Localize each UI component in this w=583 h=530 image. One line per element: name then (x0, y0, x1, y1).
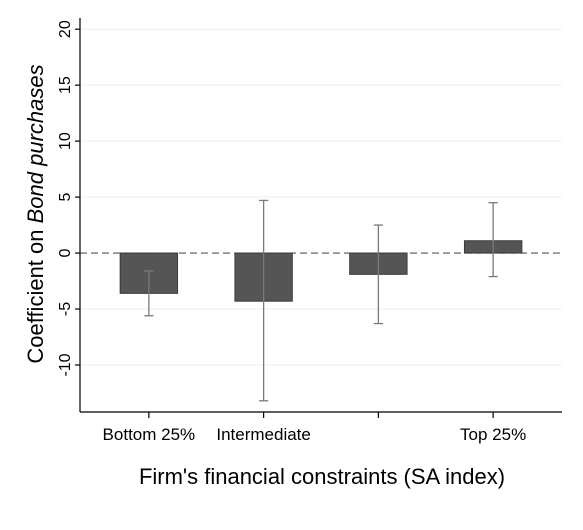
x-axis-title: Firm's financial constraints (SA index) (139, 464, 505, 489)
x-tick-label: Intermediate (216, 425, 311, 444)
error-bars (144, 199, 498, 402)
error-bar (488, 202, 498, 278)
y-tick-label: 10 (57, 132, 74, 150)
y-axis-title-emphasis: Bond purchases (23, 64, 48, 223)
error-bar (259, 199, 269, 402)
x-tick-labels: Bottom 25% Intermediate Top 25% (103, 425, 527, 444)
y-tick-label: 15 (57, 76, 74, 94)
x-tick-label: Bottom 25% (103, 425, 196, 444)
y-tick-label: 20 (57, 20, 74, 38)
y-tick-label: -10 (57, 353, 74, 376)
x-tick-label: Top 25% (460, 425, 526, 444)
y-tick-labels: -10 -5 0 5 10 15 20 (57, 20, 74, 376)
y-axis-title: Coefficient on Bond purchases (23, 64, 48, 363)
y-tick-label: 0 (57, 249, 74, 258)
y-axis-title-prefix: Coefficient on (23, 223, 48, 363)
y-tick-label: 5 (57, 193, 74, 202)
error-bar (373, 224, 383, 325)
axes (75, 18, 562, 418)
bars (119, 240, 523, 302)
y-tick-label: -5 (57, 302, 74, 316)
grid-lines (80, 28, 562, 366)
error-bar (144, 270, 154, 317)
